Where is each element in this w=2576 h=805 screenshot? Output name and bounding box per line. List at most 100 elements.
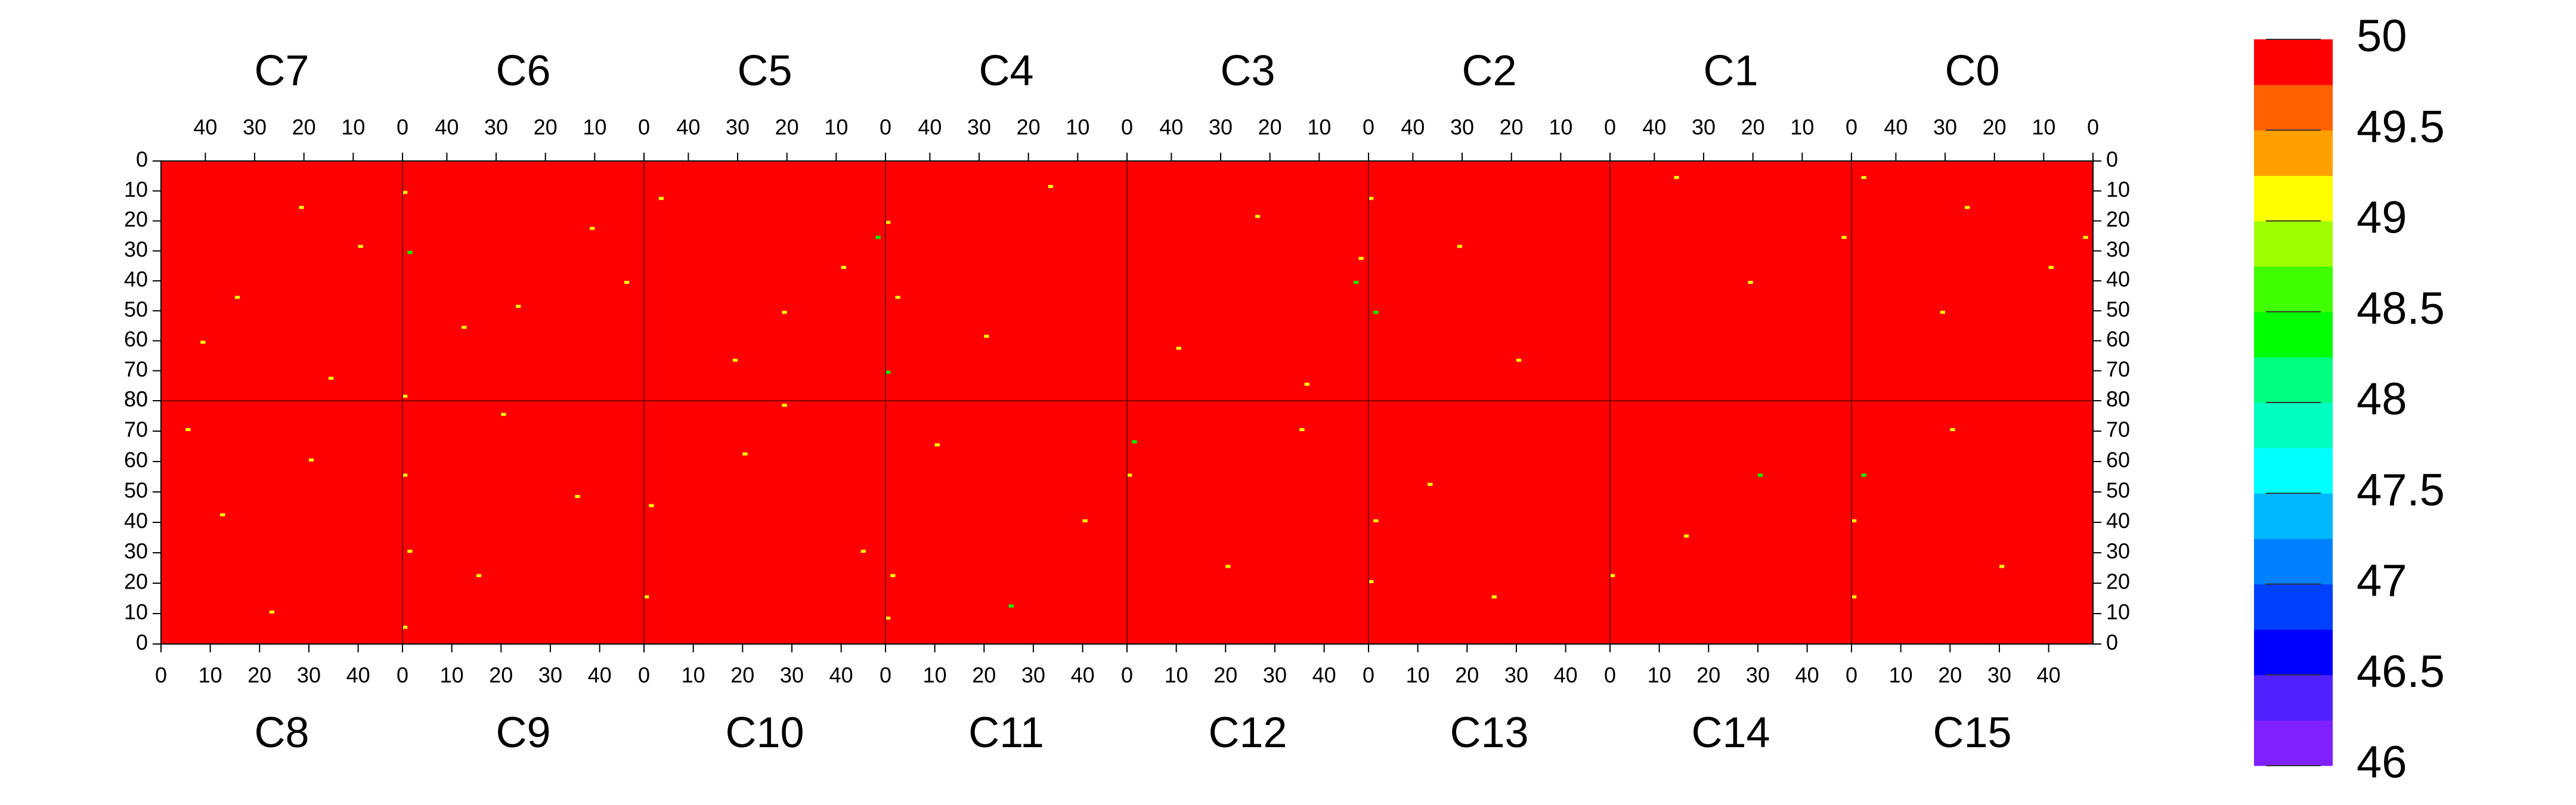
y-tick-label: 80 xyxy=(124,387,148,411)
x-tick-label: 10 xyxy=(824,115,848,140)
x-tick-label: 20 xyxy=(1696,663,1720,688)
y-tick-label: 10 xyxy=(124,177,148,202)
x-tick-label: 40 xyxy=(1071,663,1095,688)
heatmap-cell xyxy=(1610,574,1615,577)
x-tick-label: 20 xyxy=(1983,115,2007,140)
heatmap-cell xyxy=(1950,428,1955,431)
y-tick-label: 80 xyxy=(2106,387,2130,411)
panel-title: C11 xyxy=(968,709,1044,757)
x-tick-label: 10 xyxy=(682,663,705,688)
x-tick-label: 0 xyxy=(1604,663,1616,688)
colorbar-bin xyxy=(2254,402,2333,448)
x-tick-label: 40 xyxy=(1795,663,1819,688)
heatmap-cell xyxy=(1048,185,1054,188)
heatmap-cell xyxy=(1757,473,1763,477)
colorbar-bin xyxy=(2254,448,2333,494)
heatmap-cell xyxy=(402,626,408,629)
x-tick-label: 30 xyxy=(726,115,750,140)
colorbar-bin xyxy=(2254,39,2333,85)
heatmap-cell xyxy=(407,549,413,553)
heatmap-cell xyxy=(185,428,191,431)
heatmap-cell xyxy=(1368,580,1374,583)
x-tick-label: 0 xyxy=(638,115,650,140)
x-tick-label: 20 xyxy=(1741,115,1765,140)
x-tick-label: 20 xyxy=(1455,663,1479,688)
x-tick-label: 10 xyxy=(1648,663,1671,688)
panel-title: C2 xyxy=(1462,47,1516,95)
x-tick-label: 30 xyxy=(780,663,804,688)
heatmap-cell xyxy=(2083,236,2088,239)
heatmap-cell xyxy=(299,206,304,209)
heatmap-cell xyxy=(886,617,891,620)
y-tick-label: 60 xyxy=(124,327,148,351)
x-tick-label: 0 xyxy=(638,663,650,688)
heatmap-cell xyxy=(1457,244,1463,248)
colorbar-bin xyxy=(2254,85,2333,131)
y-tick-label: 20 xyxy=(2106,207,2130,231)
x-tick-label: 0 xyxy=(1363,663,1374,688)
heatmap-cell xyxy=(200,340,206,344)
y-tick-label: 40 xyxy=(2106,267,2130,292)
heatmap-cell xyxy=(895,296,900,299)
y-tick-label: 20 xyxy=(124,569,148,594)
x-tick-label: 40 xyxy=(829,663,853,688)
heatmap-cell xyxy=(501,413,506,416)
x-tick-label: 0 xyxy=(1846,115,1857,140)
heatmap-cell xyxy=(1748,281,1753,284)
colorbar-label: 46 xyxy=(2357,737,2407,788)
x-tick-label: 30 xyxy=(538,663,562,688)
heatmap-cell xyxy=(476,574,482,577)
x-tick-label: 30 xyxy=(1504,663,1528,688)
heatmap-cell xyxy=(984,335,989,338)
y-tick-label: 10 xyxy=(2106,177,2130,202)
x-tick-label: 0 xyxy=(1846,663,1857,688)
x-tick-label: 10 xyxy=(1889,663,1913,688)
x-tick-label: 10 xyxy=(1406,663,1430,688)
panel-title: C3 xyxy=(1220,47,1275,95)
y-tick-label: 70 xyxy=(2106,417,2130,442)
x-tick-label: 30 xyxy=(1021,663,1045,688)
colorbar-bin xyxy=(2254,311,2333,358)
y-tick-label: 0 xyxy=(136,147,148,172)
heatmap-cell xyxy=(1965,206,1970,209)
x-tick-label: 20 xyxy=(1258,115,1282,140)
heatmap-cell xyxy=(402,473,408,477)
heatmap-cell xyxy=(1358,256,1364,260)
x-tick-label: 20 xyxy=(489,663,513,688)
heatmap-cell xyxy=(1304,382,1309,386)
panel-title: C12 xyxy=(1208,709,1287,757)
x-tick-label: 30 xyxy=(1209,115,1233,140)
heatmap-cell xyxy=(860,549,866,553)
x-tick-label: 10 xyxy=(923,663,947,688)
x-tick-label: 40 xyxy=(588,663,612,688)
x-tick-label: 10 xyxy=(1165,663,1188,688)
y-tick-label: 30 xyxy=(124,539,148,564)
heatmap-cell xyxy=(590,227,595,230)
y-tick-label: 0 xyxy=(2106,147,2118,172)
colorbar-label: 50 xyxy=(2357,11,2407,61)
heatmap-cell xyxy=(782,311,787,314)
panel-title: C10 xyxy=(725,709,804,757)
y-tick-label: 80 xyxy=(2106,387,2130,411)
heatmap-cell xyxy=(1132,440,1137,444)
heatmap-cell xyxy=(934,443,940,447)
heatmap-cell xyxy=(1255,215,1261,218)
x-tick-label: 30 xyxy=(967,115,991,140)
y-tick-label: 10 xyxy=(124,600,148,624)
y-tick-label: 30 xyxy=(2106,539,2130,564)
heatmap-cell xyxy=(782,404,787,407)
x-tick-label: 30 xyxy=(243,115,267,140)
heatmap-cell xyxy=(1516,358,1522,362)
panel-title: C1 xyxy=(1703,47,1758,95)
colorbar-bin xyxy=(2254,130,2333,176)
heatmap-cell xyxy=(649,504,654,507)
heatmap-cell xyxy=(1176,346,1181,350)
x-tick-label: 30 xyxy=(1746,663,1770,688)
colorbar-bin xyxy=(2254,266,2333,312)
heatmap-cell xyxy=(732,358,738,362)
y-tick-label: 80 xyxy=(124,387,148,411)
heatmap-cell xyxy=(234,296,240,299)
heatmap-cell xyxy=(308,458,314,462)
heatmap-cell xyxy=(1082,519,1088,522)
